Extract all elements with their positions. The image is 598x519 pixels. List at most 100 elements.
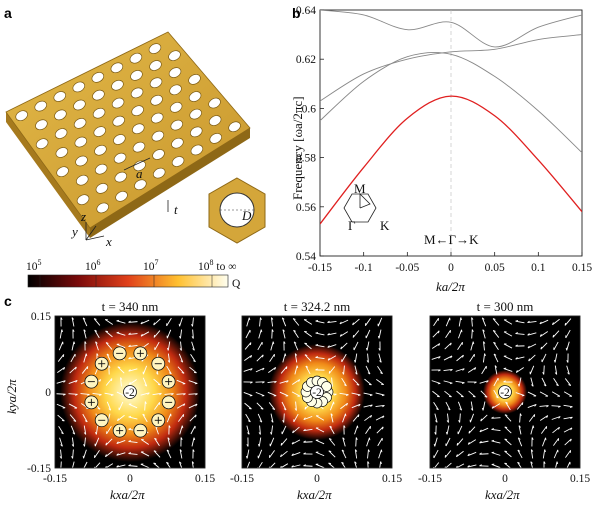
field-arrowhead [527, 345, 530, 349]
field-arrowhead [298, 379, 301, 382]
field-arrow [178, 353, 184, 363]
field-arrowhead [303, 440, 306, 443]
field-arrowhead [83, 329, 86, 332]
air-hole [208, 97, 221, 109]
field-arrowhead [60, 444, 63, 447]
field-arrowhead [491, 439, 495, 442]
field-arrowhead [554, 372, 558, 375]
field-arrow [516, 367, 524, 373]
field-arrowhead [282, 317, 285, 320]
field-arrowhead [83, 443, 85, 447]
field-arrow [305, 365, 311, 375]
field-arrow [457, 401, 463, 411]
field-arrowhead [59, 468, 62, 471]
field-arrowhead [450, 355, 453, 359]
field-arrow [128, 333, 138, 335]
field-arrowhead [468, 430, 470, 434]
momentum-space-maps: -2 t = 340 nm -0.15 0 0.15 0.15 0 -0.15 kya/2π kx… [4, 299, 590, 502]
field-arrow [479, 440, 489, 444]
field-arrow [554, 365, 558, 375]
field-arrowhead [491, 405, 494, 409]
field-arrowhead [474, 367, 477, 370]
field-arrowhead [527, 333, 530, 336]
field-arrowhead [378, 348, 381, 351]
air-hole [170, 119, 183, 131]
field-arrow [342, 413, 346, 423]
field-arrow [503, 368, 513, 372]
field-arrow [176, 403, 186, 409]
field-arrowhead [140, 333, 143, 337]
field-arrowhead [71, 456, 74, 459]
panel-b-label: b [292, 5, 301, 21]
field-arrowhead [274, 367, 277, 370]
field-arrow [446, 425, 450, 435]
field-arrow [179, 317, 183, 327]
field-arrow [341, 377, 347, 387]
panel-a-label: a [4, 5, 12, 21]
field-arrow [269, 437, 275, 447]
field-arrow [70, 353, 76, 363]
field-arrowhead [61, 329, 64, 333]
field-arrowhead [262, 381, 265, 384]
field-arrow [56, 380, 66, 384]
field-arrow [80, 393, 90, 395]
field-arrow [354, 461, 358, 471]
field-arrow [378, 449, 382, 459]
field-arrow [105, 378, 113, 386]
air-hole [92, 107, 106, 119]
air-hole [150, 112, 164, 124]
band-x-label: ka/2π [436, 279, 465, 294]
field-arrow [553, 438, 559, 446]
air-hole [114, 171, 128, 183]
field-arrowhead [128, 452, 131, 454]
field-arrow [244, 402, 252, 410]
map-x-tick: 0.15 [570, 473, 590, 485]
field-arrow [269, 450, 275, 458]
x-tick-label: 0 [448, 262, 454, 274]
field-arrow [292, 318, 300, 326]
field-arrow [142, 365, 148, 375]
field-arrow [563, 427, 573, 433]
field-arrow [467, 451, 477, 457]
field-arrow [530, 449, 534, 459]
field-arrow [443, 380, 453, 384]
field-arrowhead [286, 380, 289, 383]
cbar-quantity: Q [232, 278, 241, 290]
field-arrowhead [566, 360, 569, 363]
field-arrow [354, 365, 358, 375]
air-hole [149, 60, 162, 71]
field-arrow [492, 330, 500, 338]
field-arrowhead [179, 449, 183, 452]
field-arrowhead [479, 452, 482, 455]
field-arrow [563, 416, 573, 420]
map-x-tick: 0 [502, 473, 508, 485]
air-hole [190, 126, 203, 138]
field-arrowhead [159, 392, 162, 396]
field-arrowhead [358, 404, 361, 407]
field-arrowhead [128, 382, 131, 385]
field-arrowhead [484, 396, 488, 398]
field-arrow [565, 461, 571, 471]
field-arrow [493, 341, 499, 351]
field-arrowhead [462, 368, 465, 371]
field-arrow [468, 426, 476, 434]
field-arrow [542, 437, 546, 447]
field-arrow [94, 329, 100, 339]
field-arrowhead [247, 420, 251, 423]
field-arrow [294, 365, 298, 375]
field-arrow [329, 425, 335, 435]
field-arrowhead [293, 329, 296, 332]
map-frame [54, 315, 206, 469]
field-arrowhead [71, 444, 74, 447]
field-arrowhead [354, 461, 357, 464]
field-arrowhead [167, 437, 170, 440]
air-hole [56, 166, 69, 178]
field-arrowhead [495, 396, 499, 399]
field-arrow [517, 437, 523, 447]
field-arrowhead [558, 426, 560, 430]
field-arrow [291, 391, 301, 397]
field-arrow [116, 391, 126, 397]
field-arrowhead [63, 393, 66, 396]
field-arrow [190, 353, 196, 363]
field-arrowhead [117, 366, 121, 368]
